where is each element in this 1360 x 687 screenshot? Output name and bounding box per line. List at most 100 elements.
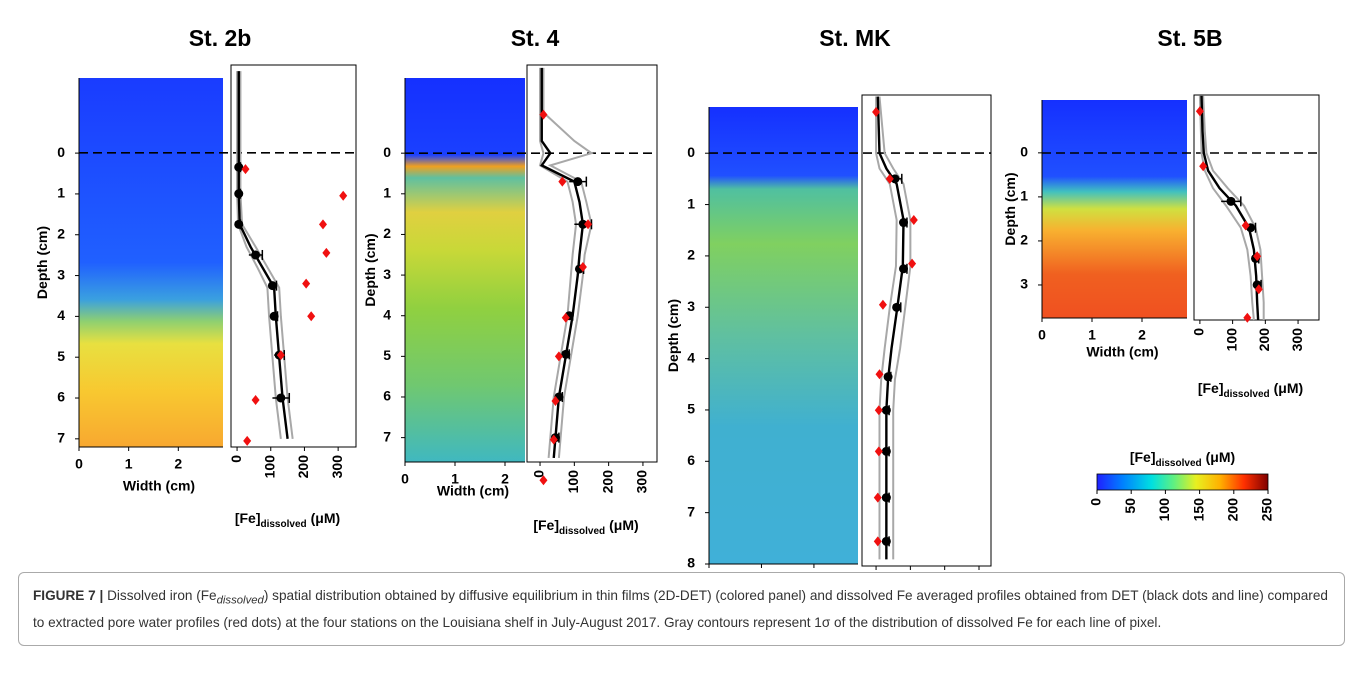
y-tick-label: 1 xyxy=(383,185,391,201)
det-point xyxy=(269,311,279,321)
extracted-point xyxy=(318,219,327,230)
y-tick-label: 5 xyxy=(687,401,695,417)
extracted-point xyxy=(874,446,883,457)
x-tick-label: 0 xyxy=(228,455,244,463)
extracted-point xyxy=(1253,251,1262,262)
det-point xyxy=(573,177,583,187)
y-tick-label: 2 xyxy=(1020,232,1028,248)
extracted-point xyxy=(908,258,917,269)
y-tick-label: 3 xyxy=(687,298,695,314)
y-axis-label: Depth (cm) xyxy=(362,233,378,306)
y-tick-label: 3 xyxy=(1020,276,1028,292)
y-tick-label: 3 xyxy=(383,266,391,282)
extracted-point xyxy=(1241,220,1250,231)
x-tick-label: 100 xyxy=(565,470,581,494)
extracted-point xyxy=(549,434,558,445)
y-tick-label: 4 xyxy=(383,306,391,322)
axis-label: [Fe]dissolved (μM) xyxy=(1130,449,1235,469)
det-point xyxy=(1226,196,1236,206)
y-tick-label: 7 xyxy=(383,428,391,444)
x-tick-label: 0 xyxy=(1038,327,1046,343)
y-axis-label: Depth (cm) xyxy=(34,226,50,299)
label-main: [Fe] xyxy=(1198,380,1224,396)
det-point xyxy=(234,189,244,199)
x-axis-label: Width (cm) xyxy=(437,483,509,499)
x-tick-label: 300 xyxy=(634,470,650,494)
colorbar-tick-label: 150 xyxy=(1190,498,1206,522)
extracted-point xyxy=(1254,284,1263,295)
y-tick-label: 6 xyxy=(383,388,391,404)
y-tick-label: 1 xyxy=(57,185,65,201)
heatmap xyxy=(1042,100,1187,318)
label-unit: (μM) xyxy=(609,517,639,533)
y-tick-label: 0 xyxy=(383,144,391,160)
heatmap xyxy=(709,107,858,564)
panel-title: St. 2b xyxy=(189,25,252,51)
label-main: [Fe] xyxy=(235,510,261,526)
extracted-point xyxy=(558,176,567,187)
det-point xyxy=(881,405,891,415)
colorbar-tick-label: 100 xyxy=(1156,498,1172,522)
x-tick-label: 1 xyxy=(125,456,133,472)
caption-text: ) spatial distribution obtained by diffu… xyxy=(33,588,1328,630)
y-tick-label: 1 xyxy=(1020,188,1028,204)
extracted-point xyxy=(1199,161,1208,172)
panel-title: St. MK xyxy=(819,25,891,51)
caption-sub: dissolved xyxy=(216,594,264,607)
y-tick-label: 6 xyxy=(57,389,65,405)
y-tick-label: 0 xyxy=(1020,144,1028,160)
extracted-point xyxy=(539,109,548,120)
y-tick-label: 7 xyxy=(57,430,65,446)
det-point xyxy=(890,174,900,184)
label-unit: (μM) xyxy=(311,510,341,526)
profile-frame xyxy=(861,94,992,567)
x-tick-label: 200 xyxy=(295,455,311,479)
y-tick-label: 4 xyxy=(57,307,65,323)
extracted-point xyxy=(885,173,894,184)
y-tick-label: 0 xyxy=(687,144,695,160)
extracted-point xyxy=(551,396,560,407)
y-tick-label: 3 xyxy=(57,266,65,282)
det-point xyxy=(267,281,277,291)
profile-frame xyxy=(526,64,658,463)
caption-label: FIGURE 7 | xyxy=(33,588,104,603)
label-unit: (μM) xyxy=(1274,380,1304,396)
y-tick-label: 4 xyxy=(687,349,695,365)
det-point xyxy=(899,264,909,274)
heatmap xyxy=(79,78,223,447)
x-tick-label: 200 xyxy=(599,470,615,494)
sigma-line xyxy=(1198,95,1255,321)
caption: FIGURE 7 | Dissolved iron (Fedissolved) … xyxy=(18,572,1345,646)
label-sub: dissolved xyxy=(559,526,605,537)
sigma-line xyxy=(236,71,282,439)
panel-title: St. 5B xyxy=(1157,25,1222,51)
y-tick-label: 0 xyxy=(57,144,65,160)
extracted-point xyxy=(539,475,548,486)
y-tick-label: 2 xyxy=(57,225,65,241)
heatmap xyxy=(405,78,525,462)
label-sub: dissolved xyxy=(1155,458,1201,469)
x-tick-label: 2 xyxy=(501,471,509,487)
x-tick-label: 2 xyxy=(1138,327,1146,343)
extracted-point xyxy=(339,190,348,201)
extracted-point xyxy=(874,405,883,416)
det-point xyxy=(276,393,286,403)
det-point xyxy=(899,218,909,228)
y-tick-label: 7 xyxy=(687,503,695,519)
extracted-point xyxy=(873,492,882,503)
extracted-point xyxy=(241,164,250,175)
extracted-point xyxy=(873,536,882,547)
x-tick-label: 0 xyxy=(531,470,547,478)
det-point xyxy=(881,536,891,546)
y-tick-label: 2 xyxy=(687,247,695,263)
x-tick-label: 100 xyxy=(261,455,277,479)
colorbar-tick-label: 250 xyxy=(1259,498,1275,522)
y-tick-label: 5 xyxy=(383,347,391,363)
x-tick-label: 300 xyxy=(1289,328,1305,352)
extracted-point xyxy=(561,312,570,323)
x-tick-label: 1 xyxy=(451,471,459,487)
label-unit: (μM) xyxy=(1206,449,1236,465)
axis-label: [Fe]dissolved (μM) xyxy=(235,510,340,530)
extracted-point xyxy=(243,435,252,446)
